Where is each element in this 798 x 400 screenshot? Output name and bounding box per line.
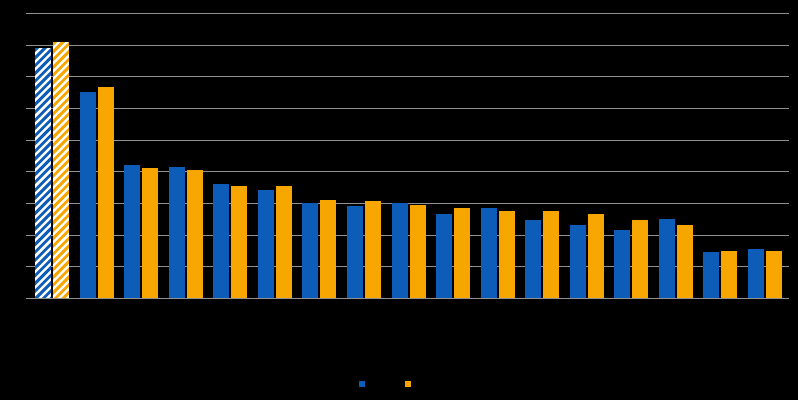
bar-series2 bbox=[231, 185, 248, 298]
bar-group bbox=[436, 207, 471, 298]
y-axis-tick bbox=[26, 234, 30, 236]
bar-group bbox=[124, 165, 159, 298]
bar-series1 bbox=[480, 207, 497, 298]
legend-swatch-series1 bbox=[359, 381, 365, 387]
y-axis-tick bbox=[26, 139, 30, 141]
gridline bbox=[30, 203, 789, 204]
y-axis-tick bbox=[26, 266, 30, 268]
bar-series2 bbox=[543, 210, 560, 298]
bar-group bbox=[79, 87, 114, 298]
bar-hatched-series2 bbox=[53, 41, 69, 298]
bar-series1 bbox=[391, 203, 408, 298]
bar-group bbox=[748, 248, 782, 298]
y-axis-tick bbox=[26, 203, 30, 204]
gridline bbox=[30, 171, 789, 173]
bar-series2 bbox=[142, 168, 159, 298]
bar-group bbox=[703, 250, 738, 298]
bar-group bbox=[213, 184, 248, 298]
bar-series1 bbox=[436, 214, 453, 298]
bar-series2 bbox=[766, 250, 782, 298]
bar-group bbox=[35, 41, 69, 298]
bar-series2 bbox=[320, 199, 337, 298]
bar-group bbox=[658, 218, 693, 298]
bar-group bbox=[257, 185, 292, 298]
y-axis-tick bbox=[26, 76, 30, 78]
bar-series2 bbox=[676, 225, 693, 298]
gridline bbox=[30, 108, 789, 109]
plot-area bbox=[26, 13, 789, 299]
bar-series2 bbox=[186, 169, 203, 298]
bar-series1 bbox=[302, 203, 319, 298]
bar-series2 bbox=[275, 185, 292, 298]
gridline bbox=[30, 44, 789, 46]
bar-series1 bbox=[346, 206, 363, 298]
bar-series1 bbox=[658, 218, 675, 298]
bar-series2 bbox=[454, 207, 471, 298]
bar-series2 bbox=[97, 87, 114, 298]
bar-series2 bbox=[587, 214, 604, 298]
y-axis-tick bbox=[26, 13, 30, 14]
bar-hatched-series1 bbox=[35, 47, 51, 298]
bar-series1 bbox=[124, 165, 141, 298]
bar-group bbox=[302, 199, 337, 298]
y-axis-tick bbox=[26, 44, 30, 46]
gridline bbox=[30, 13, 789, 14]
bar-series2 bbox=[409, 204, 426, 298]
gridline bbox=[30, 139, 789, 141]
legend-swatch-series2 bbox=[405, 381, 411, 387]
bar-series1 bbox=[79, 92, 96, 298]
bar-group bbox=[525, 210, 560, 298]
bar-group bbox=[614, 220, 649, 298]
bar-group bbox=[480, 207, 515, 298]
gridline bbox=[30, 76, 789, 78]
y-axis-tick bbox=[26, 108, 30, 109]
bar-series1 bbox=[703, 252, 720, 298]
bar-series2 bbox=[632, 220, 649, 298]
bar-group bbox=[391, 203, 426, 298]
bar-group bbox=[168, 166, 203, 298]
bar-series1 bbox=[525, 220, 542, 298]
bar-series1 bbox=[213, 184, 230, 298]
bar-series2 bbox=[498, 210, 515, 298]
bar-series1 bbox=[257, 190, 274, 298]
bar-series1 bbox=[748, 248, 764, 298]
y-axis-tick bbox=[26, 298, 30, 299]
bar-series1 bbox=[569, 225, 586, 298]
bar-series1 bbox=[614, 229, 631, 298]
x-axis-line bbox=[30, 298, 789, 299]
bar-group bbox=[346, 201, 381, 298]
bars-layer bbox=[30, 13, 789, 298]
bar-series2 bbox=[364, 201, 381, 298]
y-axis-tick bbox=[26, 171, 30, 173]
bar-series1 bbox=[168, 166, 185, 298]
bar-series2 bbox=[721, 250, 738, 298]
bar-group bbox=[569, 214, 604, 298]
